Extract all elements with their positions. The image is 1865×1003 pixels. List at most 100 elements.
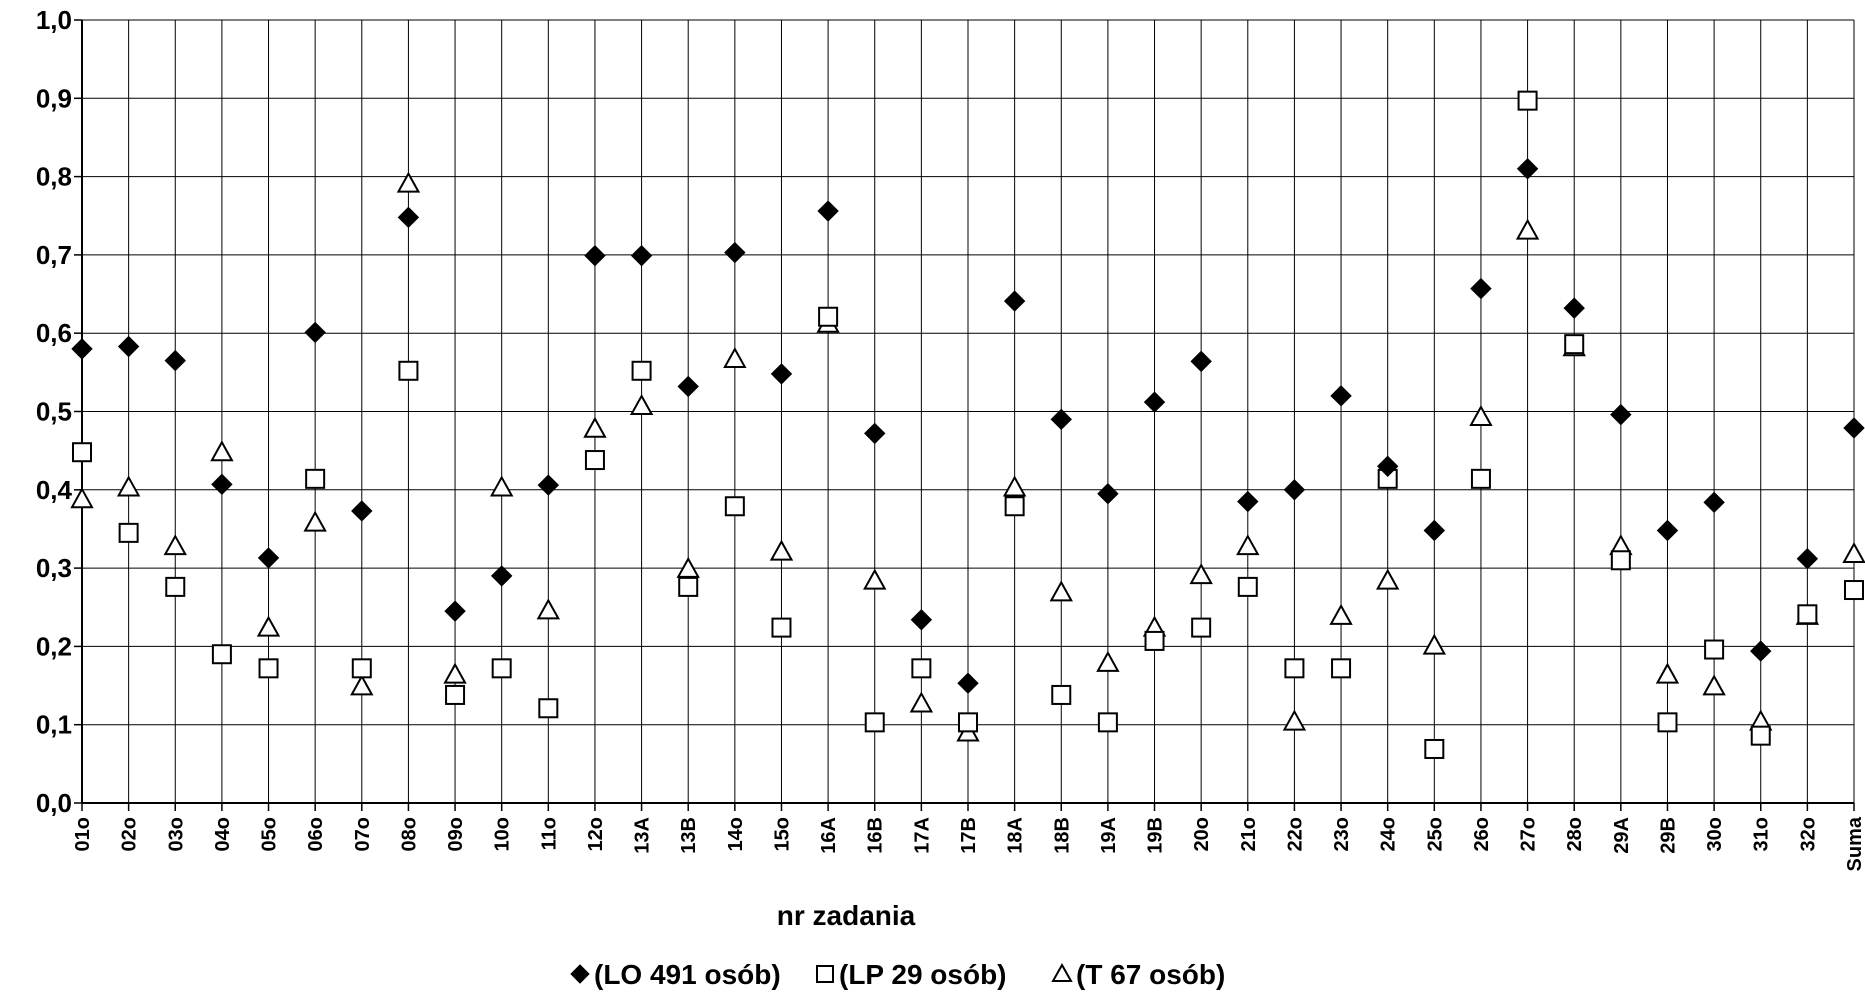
data-point bbox=[958, 712, 978, 733]
x-tick-label: 10o bbox=[492, 817, 514, 851]
data-point bbox=[1470, 468, 1491, 489]
x-tick-label: 13B bbox=[678, 817, 700, 854]
data-point bbox=[1096, 650, 1120, 672]
data-point bbox=[1563, 297, 1585, 319]
y-tick-label: 0,9 bbox=[36, 83, 72, 113]
legend-marker bbox=[570, 964, 590, 984]
data-point bbox=[489, 475, 514, 497]
data-point bbox=[630, 244, 653, 267]
data-point bbox=[1704, 639, 1725, 660]
data-point bbox=[304, 321, 326, 344]
data-point bbox=[71, 338, 93, 360]
x-tick-label: 12o bbox=[585, 817, 607, 851]
data-point bbox=[490, 565, 513, 587]
data-point bbox=[1515, 218, 1540, 240]
data-point bbox=[584, 244, 606, 267]
x-tick-label: 18B bbox=[1051, 817, 1073, 854]
x-tick-label: 27o bbox=[1518, 817, 1540, 851]
data-point bbox=[1655, 662, 1680, 684]
data-point bbox=[1469, 404, 1493, 426]
data-point bbox=[257, 547, 280, 569]
x-tick-label: 04o bbox=[212, 817, 234, 851]
data-point bbox=[724, 496, 745, 517]
data-point bbox=[724, 241, 746, 264]
data-point bbox=[864, 422, 886, 445]
data-point bbox=[165, 576, 186, 597]
data-point bbox=[1610, 403, 1632, 426]
x-axis-title: nr zadania bbox=[777, 900, 916, 931]
y-tick-label: 1,0 bbox=[36, 5, 72, 35]
data-point bbox=[118, 522, 139, 543]
data-point bbox=[1003, 290, 1026, 312]
data-point bbox=[818, 306, 839, 327]
data-point bbox=[1236, 534, 1260, 556]
data-point bbox=[211, 473, 233, 496]
data-point bbox=[771, 617, 792, 638]
x-tick-label: 02o bbox=[119, 817, 141, 851]
y-tick-label: 0,5 bbox=[36, 397, 72, 427]
data-point bbox=[584, 450, 605, 471]
data-point bbox=[1797, 604, 1818, 625]
x-tick-label: 06o bbox=[305, 817, 327, 851]
legend-label: (T 67 osób) bbox=[1076, 959, 1225, 990]
data-point bbox=[445, 684, 466, 705]
x-tick-label: 13A bbox=[632, 817, 654, 854]
x-tick-label: 25o bbox=[1424, 817, 1446, 851]
y-tick-label: 0,4 bbox=[36, 475, 73, 505]
data-point bbox=[443, 662, 467, 684]
data-point bbox=[1282, 709, 1307, 731]
data-point bbox=[210, 440, 234, 462]
x-tick-label: 31o bbox=[1751, 817, 1773, 851]
data-point bbox=[1750, 725, 1771, 746]
data-point bbox=[1422, 633, 1447, 655]
data-point bbox=[72, 442, 92, 463]
data-point bbox=[351, 500, 373, 522]
data-point bbox=[1702, 674, 1726, 696]
x-tick-label: Suma bbox=[1844, 816, 1865, 871]
x-tick-label: 28o bbox=[1564, 817, 1586, 851]
data-point bbox=[163, 534, 187, 556]
data-point bbox=[583, 416, 607, 438]
x-tick-label: 15o bbox=[771, 817, 793, 851]
axes bbox=[74, 19, 1855, 811]
data-point bbox=[538, 698, 559, 719]
data-point bbox=[909, 691, 934, 713]
y-tick-label: 0,7 bbox=[36, 240, 72, 270]
data-point bbox=[396, 171, 421, 193]
data-point bbox=[1657, 712, 1678, 733]
data-point bbox=[117, 335, 140, 358]
data-point bbox=[1423, 519, 1446, 542]
x-tick-label: 21o bbox=[1238, 817, 1260, 851]
data-point bbox=[1050, 408, 1072, 431]
legend-marker bbox=[1051, 962, 1073, 982]
data-point bbox=[678, 576, 699, 597]
x-tick-label: 20o bbox=[1191, 817, 1213, 851]
data-point bbox=[1796, 547, 1819, 570]
data-point bbox=[864, 712, 885, 733]
data-point bbox=[1424, 738, 1445, 759]
x-tick-label: 14o bbox=[725, 817, 747, 851]
data-point bbox=[1191, 617, 1212, 638]
data-point bbox=[116, 475, 141, 497]
data-point bbox=[1329, 603, 1353, 625]
x-tick-label: 05o bbox=[259, 817, 281, 851]
x-tick-label: 18A bbox=[1005, 817, 1027, 854]
data-point bbox=[1516, 158, 1539, 180]
y-tick-label: 0,0 bbox=[36, 788, 72, 818]
data-point bbox=[398, 360, 419, 381]
data-point bbox=[305, 468, 326, 489]
x-tick-label: 07o bbox=[352, 817, 374, 851]
data-point bbox=[1097, 712, 1118, 733]
data-point bbox=[164, 349, 186, 372]
data-point bbox=[1097, 483, 1119, 505]
y-tick-label: 0,8 bbox=[36, 162, 72, 192]
data-point bbox=[957, 672, 979, 694]
data-point bbox=[1189, 563, 1213, 585]
data-point bbox=[1375, 568, 1400, 590]
x-tick-label: 32o bbox=[1797, 817, 1819, 851]
data-point bbox=[910, 609, 933, 631]
x-tick-label: 01o bbox=[72, 817, 94, 851]
data-point bbox=[863, 568, 887, 590]
x-tick-label: 29B bbox=[1657, 817, 1679, 854]
